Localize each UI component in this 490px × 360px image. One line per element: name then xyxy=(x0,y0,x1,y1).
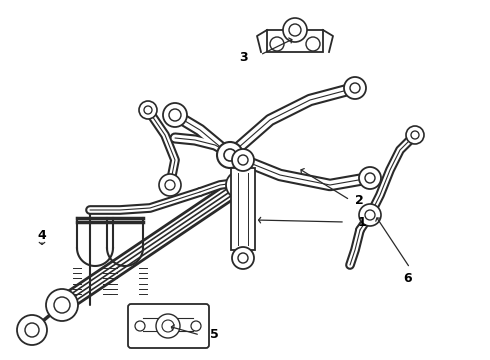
Circle shape xyxy=(25,323,39,337)
Circle shape xyxy=(270,37,284,51)
Text: 4: 4 xyxy=(38,229,47,242)
Circle shape xyxy=(238,155,248,165)
Circle shape xyxy=(224,149,236,161)
Circle shape xyxy=(54,297,70,313)
Circle shape xyxy=(162,320,174,332)
Circle shape xyxy=(17,315,47,345)
Circle shape xyxy=(238,253,248,263)
Circle shape xyxy=(165,180,175,190)
Circle shape xyxy=(359,204,381,226)
Text: 5: 5 xyxy=(210,328,219,342)
Circle shape xyxy=(306,37,320,51)
Circle shape xyxy=(163,103,187,127)
Bar xyxy=(231,168,255,250)
Circle shape xyxy=(169,109,181,121)
Circle shape xyxy=(350,83,360,93)
Circle shape xyxy=(156,314,180,338)
Circle shape xyxy=(135,321,145,331)
Circle shape xyxy=(232,149,254,171)
Circle shape xyxy=(217,142,243,168)
Text: 1: 1 xyxy=(358,216,367,229)
Text: 6: 6 xyxy=(404,271,412,284)
Circle shape xyxy=(411,131,419,139)
Circle shape xyxy=(359,167,381,189)
Circle shape xyxy=(159,174,181,196)
Circle shape xyxy=(139,101,157,119)
Text: 2: 2 xyxy=(355,194,364,207)
Circle shape xyxy=(406,126,424,144)
Circle shape xyxy=(344,77,366,99)
Circle shape xyxy=(289,24,301,36)
Bar xyxy=(267,30,323,52)
Circle shape xyxy=(226,171,254,199)
Circle shape xyxy=(191,321,201,331)
FancyBboxPatch shape xyxy=(128,304,209,348)
Circle shape xyxy=(365,173,375,183)
Circle shape xyxy=(233,178,247,192)
Circle shape xyxy=(365,210,375,220)
Text: 3: 3 xyxy=(240,50,248,63)
Circle shape xyxy=(163,321,173,331)
Circle shape xyxy=(283,18,307,42)
Circle shape xyxy=(232,247,254,269)
Circle shape xyxy=(144,106,152,114)
Circle shape xyxy=(46,289,78,321)
